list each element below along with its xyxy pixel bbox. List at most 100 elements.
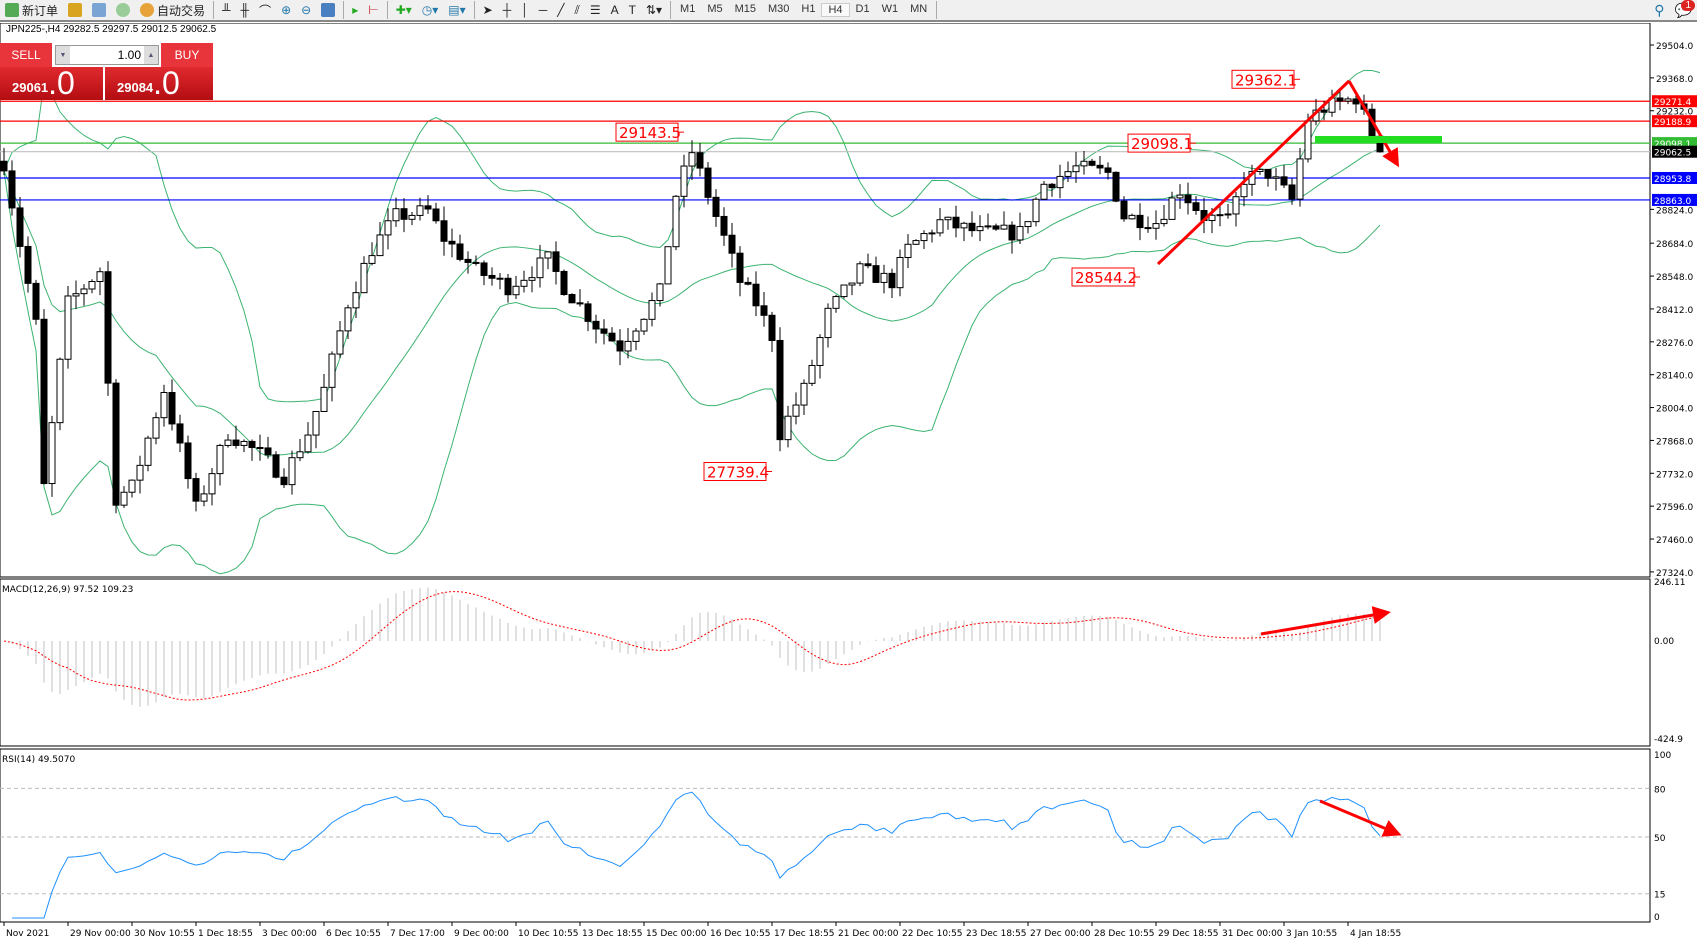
crosshair-button[interactable]: ┼ [498, 0, 517, 20]
rsi-axis-label: 0 [1654, 913, 1660, 923]
candle-body [1128, 214, 1136, 220]
candle-body [832, 296, 840, 309]
candle-body [632, 330, 640, 342]
timeframe-h4[interactable]: H4 [821, 3, 850, 17]
candle-body [560, 270, 568, 296]
candle-body [1176, 194, 1184, 199]
rsi-axis-label: 100 [1654, 751, 1671, 761]
text-button[interactable]: A [606, 0, 624, 20]
bar-chart-button[interactable]: ╨ [217, 0, 236, 20]
timeframe-mn[interactable]: MN [910, 3, 928, 15]
candle-body [888, 272, 896, 289]
chart-shift-button[interactable]: ⊢ [363, 0, 383, 20]
templates-button[interactable]: ▤▾ [443, 0, 470, 20]
channel-button[interactable]: ⫽ [569, 0, 584, 20]
support-zone-marker [1315, 136, 1442, 143]
candle-body [400, 208, 408, 220]
tile-windows-button[interactable] [316, 0, 340, 20]
candle-body [536, 257, 544, 279]
lot-input[interactable] [70, 48, 144, 62]
indicators-button[interactable]: ✚▾ [391, 0, 417, 20]
timeframe-m15[interactable]: M15 [734, 3, 756, 15]
price-tick-label: 27324.0 [1656, 569, 1693, 579]
timeframe-m1[interactable]: M1 [680, 3, 696, 15]
timeframe-m5[interactable]: M5 [707, 3, 723, 15]
candle-body [176, 423, 184, 444]
candle-body [200, 493, 208, 502]
cursor-button[interactable]: ➤ [478, 0, 498, 20]
zoom-out-button[interactable]: ⊖ [296, 0, 316, 20]
candle-body [736, 252, 744, 283]
sell-price[interactable]: 29061.0 [0, 67, 103, 100]
candle-body [944, 216, 952, 221]
candle-body [384, 220, 392, 236]
price-line-tag [1652, 193, 1697, 206]
search-button[interactable]: ⚲ [1649, 0, 1669, 20]
autoscroll-button[interactable]: ▸ [347, 0, 363, 20]
candle-body [128, 479, 136, 493]
timeframe-h1[interactable]: H1 [801, 3, 816, 15]
time-label: 6 Dec 10:55 [326, 929, 381, 939]
candle-body [520, 279, 528, 287]
candle-body [112, 382, 120, 506]
candle-body [1208, 214, 1216, 222]
vertical-line-button[interactable]: │ [516, 0, 534, 20]
candle-body [760, 305, 768, 316]
horizontal-line-button[interactable]: ─ [534, 0, 553, 20]
candle-body [848, 282, 856, 286]
lot-increase-button[interactable]: ▲ [144, 46, 158, 64]
timeframe-m30[interactable]: M30 [768, 3, 790, 15]
candle-body [1280, 176, 1288, 186]
timeframe-d1[interactable]: D1 [855, 3, 870, 15]
candle-body [840, 284, 848, 298]
fibonacci-button[interactable]: ☰ [585, 0, 606, 20]
candle-body [1008, 224, 1016, 241]
timeframe-w1[interactable]: W1 [881, 3, 899, 15]
main-pane [0, 22, 1651, 578]
trendline-button[interactable]: ╱ [552, 0, 569, 20]
macd-label: MACD(12,26,9) 97.52 109.23 [2, 585, 133, 595]
candle-body [88, 281, 96, 290]
candle-body [8, 170, 16, 209]
arrows-button[interactable]: ⇅▾ [641, 0, 667, 20]
candle-body [296, 451, 304, 459]
zoom-in-button[interactable]: ⊕ [276, 0, 296, 20]
lot-stepper: ▼ ▲ [55, 45, 159, 65]
candle-body [800, 382, 808, 406]
price-tick-label: 28824.0 [1656, 206, 1693, 216]
buy-button[interactable]: BUY [161, 43, 213, 67]
lot-decrease-button[interactable]: ▼ [56, 46, 70, 64]
candle-body [696, 152, 704, 169]
annotation-label: 28544.2 [1075, 269, 1137, 287]
market-watch-button[interactable] [63, 0, 87, 20]
sell-price-big: .0 [48, 65, 75, 101]
periods-button[interactable]: ◷▾ [417, 0, 444, 20]
candle-body [448, 240, 456, 245]
annotation-box [1127, 133, 1191, 153]
chart-canvas[interactable]: 29271.429188.929098.129062.528953.828863… [0, 22, 1697, 944]
history-button[interactable] [87, 0, 111, 20]
new-order-button[interactable]: 新订单 [0, 0, 63, 20]
candle-body [216, 444, 224, 475]
candle-body [440, 220, 448, 242]
candle-body [1272, 176, 1280, 179]
gold-icon [68, 3, 83, 17]
cursor-icon: ➤ [482, 3, 493, 17]
chart-window[interactable]: 29271.4 29188.9 29098.1 29062.5 28953.8 28863… [0, 22, 1697, 944]
candle-chart-button[interactable]: ╫ [236, 0, 255, 20]
candle-body [936, 219, 944, 234]
line-chart-button[interactable]: ⌒ [254, 0, 276, 20]
candle-body [288, 457, 296, 486]
candle-body [680, 165, 688, 197]
annotation-label: 29143.5 [619, 124, 681, 142]
sell-button[interactable]: SELL [0, 43, 52, 67]
time-label: 21 Dec 00:00 [838, 929, 899, 939]
signals-button[interactable] [111, 0, 135, 20]
notifications-button[interactable]: 💬1 [1670, 0, 1697, 20]
arrows-icon: ⇅▾ [645, 3, 663, 17]
auto-trading-button[interactable]: 自动交易 [135, 0, 210, 20]
candle-body [1192, 202, 1200, 212]
buy-price[interactable]: 29084.0 [105, 67, 213, 100]
bollinger-lower [3, 170, 1381, 575]
label-button[interactable]: T [624, 0, 641, 20]
